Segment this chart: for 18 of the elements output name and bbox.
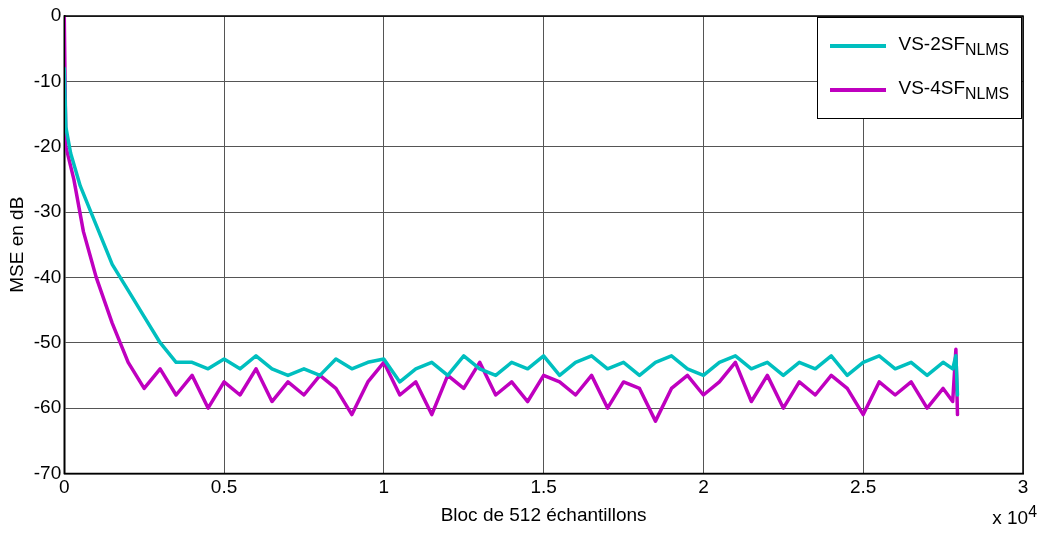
y-tick-label: -60 xyxy=(33,396,62,418)
x-tick-label: 1 xyxy=(378,476,390,498)
x-tick-label: 1.5 xyxy=(530,476,557,498)
y-tick-label: -20 xyxy=(33,134,62,156)
legend-label: VS-2SF$_{NLMS}$ xyxy=(898,33,1009,59)
y-axis-title: MSE en dB xyxy=(5,196,27,293)
y-tick-label: -30 xyxy=(33,200,62,222)
y-tick-label: 0 xyxy=(50,4,62,26)
x-tick-label: 2 xyxy=(698,476,709,498)
x-tick-label: 0.5 xyxy=(210,476,238,498)
y-tick-label: -10 xyxy=(33,69,62,91)
x-tick-label: 3 xyxy=(1017,476,1029,498)
x-axis-title: Bloc de 512 échantillons xyxy=(440,503,647,525)
y-tick-label: -50 xyxy=(33,330,62,352)
legend-label: VS-4SF$_{NLMS}$ xyxy=(898,77,1009,103)
x-tick-label: 2.5 xyxy=(850,476,877,498)
text: x 10$^{4}$ xyxy=(992,503,1037,530)
y-tick-label: -40 xyxy=(33,265,62,287)
